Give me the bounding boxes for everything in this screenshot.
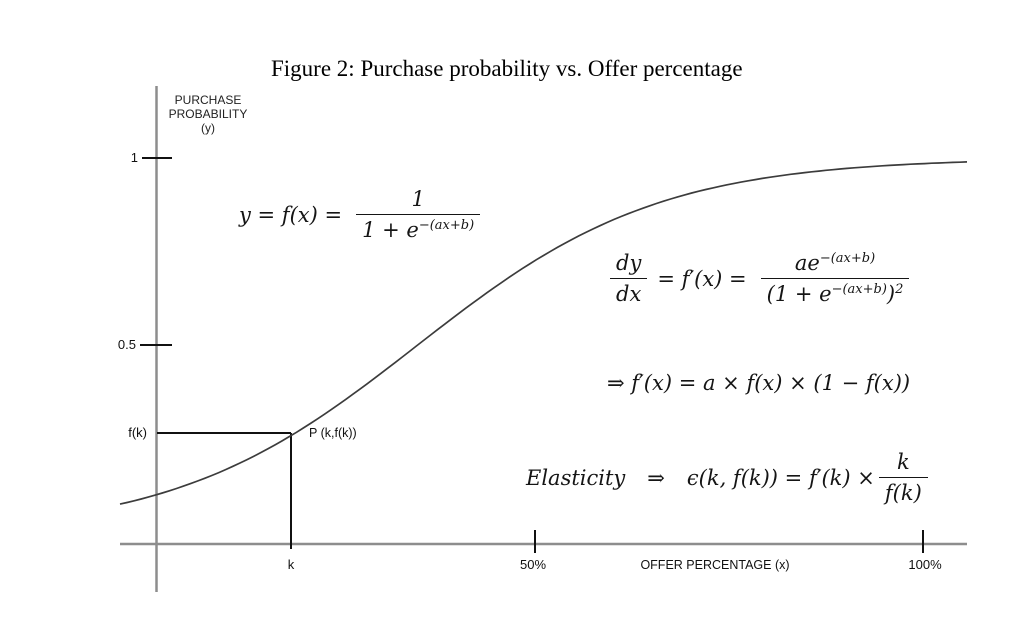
sigmoid-denominator: 1 + e−(ax+b) xyxy=(356,215,480,242)
elasticity-denominator: f(k) xyxy=(884,481,922,506)
elasticity-formula: Elasticity ⇒ ϵ(k, f(k)) = f′(k) × k f(k) xyxy=(526,450,932,505)
y-tick-label-half: 0.5 xyxy=(117,337,136,352)
derivative-formula: dy dx = f′(x) = ae−(ax+b) (1 + e−(ax+b))… xyxy=(606,251,913,306)
simplified-derivative-text: ⇒ f′(x) = a × f(x) × (1 − f(x)) xyxy=(607,371,911,395)
dydx-fraction: dy dx xyxy=(610,251,648,307)
x-tick-label-100: 100% xyxy=(908,557,942,572)
x-axis-label: OFFER PERCENTAGE (x) xyxy=(640,558,790,572)
derivative-den-close: ) xyxy=(886,282,896,307)
y-axis-label-line3: (y) xyxy=(201,121,215,135)
y-tick-label-fk: f(k) xyxy=(128,425,147,440)
sigmoid-curve xyxy=(119,161,968,505)
sigmoid-lhs: y = f(x) = xyxy=(239,202,343,227)
elasticity-numerator: k xyxy=(878,450,928,479)
dydx-numerator: dy xyxy=(610,251,648,280)
derivative-num-base: ae xyxy=(794,251,820,275)
elasticity-label: Elasticity xyxy=(526,465,626,490)
derivative-numerator: ae−(ax+b) xyxy=(760,251,910,280)
dydx-denominator: dx xyxy=(616,282,642,307)
x-tick-label-50: 50% xyxy=(519,557,547,572)
derivative-num-exponent: −(ax+b) xyxy=(819,251,876,266)
sigmoid-fraction: 1 1 + e−(ax+b) xyxy=(356,187,481,242)
elasticity-body: ϵ(k, f(k)) = f′(k) × xyxy=(686,465,875,490)
x-tick-label-k: k xyxy=(287,557,295,572)
derivative-denominator: (1 + e−(ax+b))2 xyxy=(761,279,910,306)
sigmoid-numerator: 1 xyxy=(356,187,481,216)
derivative-fraction: ae−(ax+b) (1 + e−(ax+b))2 xyxy=(760,251,910,306)
derivative-mid: = f′(x) = xyxy=(657,266,747,291)
y-axis-label: PURCHASE PROBABILITY (y) xyxy=(167,93,249,135)
derivative-den-exponent: −(ax+b) xyxy=(831,282,887,298)
y-axis-label-line1: PURCHASE xyxy=(174,93,242,107)
figure-title: Figure 2: Purchase probability vs. Offer… xyxy=(271,56,743,81)
elasticity-arrow: ⇒ xyxy=(647,465,665,490)
y-axis-label-line2: PROBABILITY xyxy=(168,107,248,121)
sigmoid-den-exponent: −(ax+b) xyxy=(418,218,475,234)
marked-point-label: P (k,f(k)) xyxy=(309,426,357,440)
y-tick-label-1: 1 xyxy=(130,150,138,165)
derivative-den-open: (1 + e xyxy=(766,282,832,307)
derivative-den-power: 2 xyxy=(895,282,904,298)
sigmoid-den-base: 1 + e xyxy=(362,218,419,243)
simplified-derivative-formula: ⇒ f′(x) = a × f(x) × (1 − f(x)) xyxy=(607,371,910,395)
sigmoid-formula: y = f(x) = 1 1 + e−(ax+b) xyxy=(239,187,484,242)
elasticity-fraction: k f(k) xyxy=(878,450,928,506)
